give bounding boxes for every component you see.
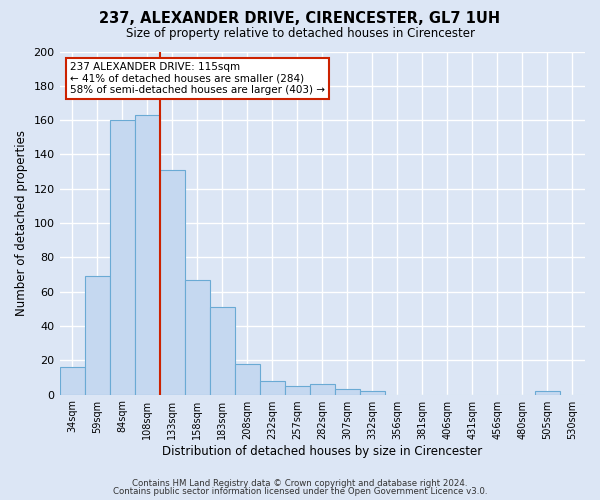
Bar bbox=[134, 115, 160, 394]
Text: 237, ALEXANDER DRIVE, CIRENCESTER, GL7 1UH: 237, ALEXANDER DRIVE, CIRENCESTER, GL7 1… bbox=[100, 11, 500, 26]
Bar bbox=[85, 276, 110, 394]
Bar bbox=[185, 280, 209, 394]
Bar bbox=[235, 364, 260, 394]
Text: Size of property relative to detached houses in Cirencester: Size of property relative to detached ho… bbox=[125, 28, 475, 40]
Bar bbox=[310, 384, 335, 394]
Text: 237 ALEXANDER DRIVE: 115sqm
← 41% of detached houses are smaller (284)
58% of se: 237 ALEXANDER DRIVE: 115sqm ← 41% of det… bbox=[70, 62, 325, 95]
Bar bbox=[209, 307, 235, 394]
Text: Contains public sector information licensed under the Open Government Licence v3: Contains public sector information licen… bbox=[113, 487, 487, 496]
Bar bbox=[260, 381, 285, 394]
Bar bbox=[335, 390, 360, 394]
Bar bbox=[360, 391, 385, 394]
Y-axis label: Number of detached properties: Number of detached properties bbox=[15, 130, 28, 316]
Bar bbox=[535, 391, 560, 394]
Bar bbox=[285, 386, 310, 394]
Text: Contains HM Land Registry data © Crown copyright and database right 2024.: Contains HM Land Registry data © Crown c… bbox=[132, 478, 468, 488]
Bar bbox=[160, 170, 185, 394]
Bar bbox=[110, 120, 134, 394]
X-axis label: Distribution of detached houses by size in Cirencester: Distribution of detached houses by size … bbox=[162, 444, 482, 458]
Bar bbox=[59, 367, 85, 394]
